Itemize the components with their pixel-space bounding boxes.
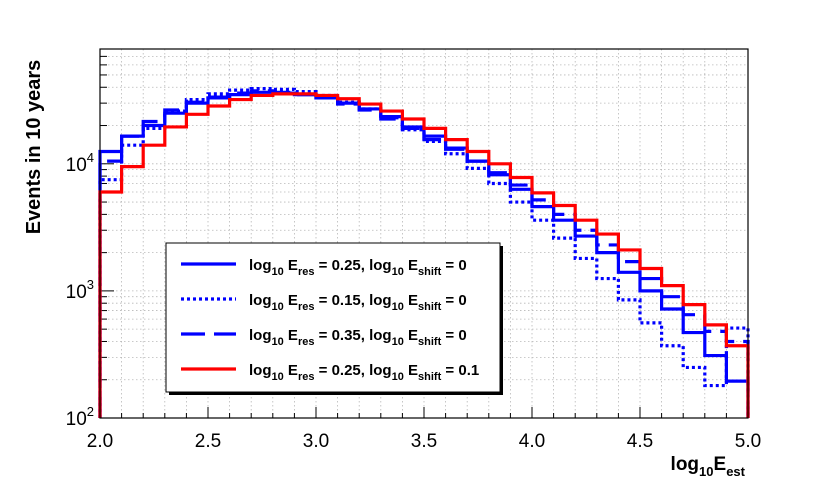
legend-label-part: res — [298, 266, 315, 278]
legend-label-part: log — [249, 257, 272, 274]
legend-label-1: log10 Eres = 0.25, log10 Eshift = 0 — [249, 257, 467, 278]
legend-label-part: res — [298, 371, 315, 383]
x-tick-label: 3.0 — [303, 431, 329, 452]
y-tick-base: 10 — [66, 155, 87, 176]
series-layer — [98, 87, 750, 418]
y-tick-label: 103 — [66, 277, 94, 303]
legend-label-part: E — [284, 362, 298, 379]
y-tick-exponent: 2 — [87, 404, 94, 419]
x-tick-label: 2.5 — [195, 431, 221, 452]
legend-label-part: 10 — [392, 371, 404, 383]
legend-label-part: E — [284, 257, 298, 274]
legend-label-part: res — [298, 336, 315, 348]
x-tick-label: 3.5 — [411, 431, 437, 452]
legend-label-part: 10 — [272, 336, 284, 348]
legend-label-part: E — [404, 292, 418, 309]
y-axis-label: Events in 10 years — [23, 60, 45, 235]
series-line-4 — [98, 92, 750, 418]
plot-frame — [99, 48, 749, 419]
legend-label-part: = 0.15, log — [314, 292, 391, 309]
legend-label-part: log — [249, 292, 272, 309]
legend-label-part: = 0 — [441, 257, 466, 274]
legend-label-part: 10 — [392, 266, 404, 278]
legend-label-part: E — [404, 327, 418, 344]
x-axis-label-log: log — [671, 454, 700, 475]
legend-label-part: = 0 — [441, 327, 466, 344]
legend-label-part: shift — [418, 266, 442, 278]
x-tick-labels: 2.0 2.5 3.0 3.5 4.0 4.5 5.0 — [87, 431, 761, 452]
legend-label-part: shift — [418, 301, 442, 313]
legend-label-part: E — [284, 327, 298, 344]
legend-label-part: log — [249, 362, 272, 379]
legend-label-part: log — [249, 327, 272, 344]
y-tick-exponent: 3 — [87, 277, 94, 292]
legend-entries: log10 Eres = 0.25, log10 Eshift = 0log10… — [181, 257, 479, 383]
legend-label-part: = 0 — [441, 292, 466, 309]
legend-label-2: log10 Eres = 0.15, log10 Eshift = 0 — [249, 292, 467, 313]
y-tick-label: 104 — [66, 150, 94, 176]
legend-label-part: = 0.1 — [441, 362, 479, 379]
x-tick-label: 5.0 — [735, 431, 761, 452]
x-axis-label-e: E — [714, 454, 727, 475]
legend-label-part: 10 — [272, 301, 284, 313]
series-line-3 — [98, 89, 750, 418]
legend-label-4: log10 Eres = 0.25, log10 Eshift = 0.1 — [249, 362, 479, 383]
legend-label-part: 10 — [272, 266, 284, 278]
legend-label-part: E — [404, 257, 418, 274]
y-tick-base: 10 — [66, 282, 87, 303]
x-tick-label: 4.5 — [627, 431, 653, 452]
legend-label-part: = 0.25, log — [314, 257, 391, 274]
legend-label-part: = 0.25, log — [314, 362, 391, 379]
x-tick-label: 2.0 — [87, 431, 113, 452]
legend-label-part: shift — [418, 336, 442, 348]
y-tick-label: 102 — [66, 404, 94, 430]
x-axis-label-log-sub: 10 — [699, 464, 713, 479]
legend-label-part: = 0.35, log — [314, 327, 391, 344]
x-axis-label: log10Eest — [671, 454, 746, 479]
legend-label-3: log10 Eres = 0.35, log10 Eshift = 0 — [249, 327, 467, 348]
legend-label-part: 10 — [392, 336, 404, 348]
series-line-2 — [98, 87, 750, 418]
legend-label-part: E — [404, 362, 418, 379]
legend: log10 Eres = 0.25, log10 Eshift = 0log10… — [165, 242, 503, 395]
legend-label-part: E — [284, 292, 298, 309]
legend-label-part: shift — [418, 371, 442, 383]
y-tick-base: 10 — [66, 409, 87, 430]
legend-label-part: 10 — [272, 371, 284, 383]
x-axis-label-e-sub: est — [726, 464, 745, 479]
x-tick-label: 4.0 — [519, 431, 545, 452]
y-tick-exponent: 4 — [87, 150, 94, 165]
legend-label-part: res — [298, 301, 315, 313]
legend-label-part: 10 — [392, 301, 404, 313]
legend-box — [165, 242, 501, 393]
